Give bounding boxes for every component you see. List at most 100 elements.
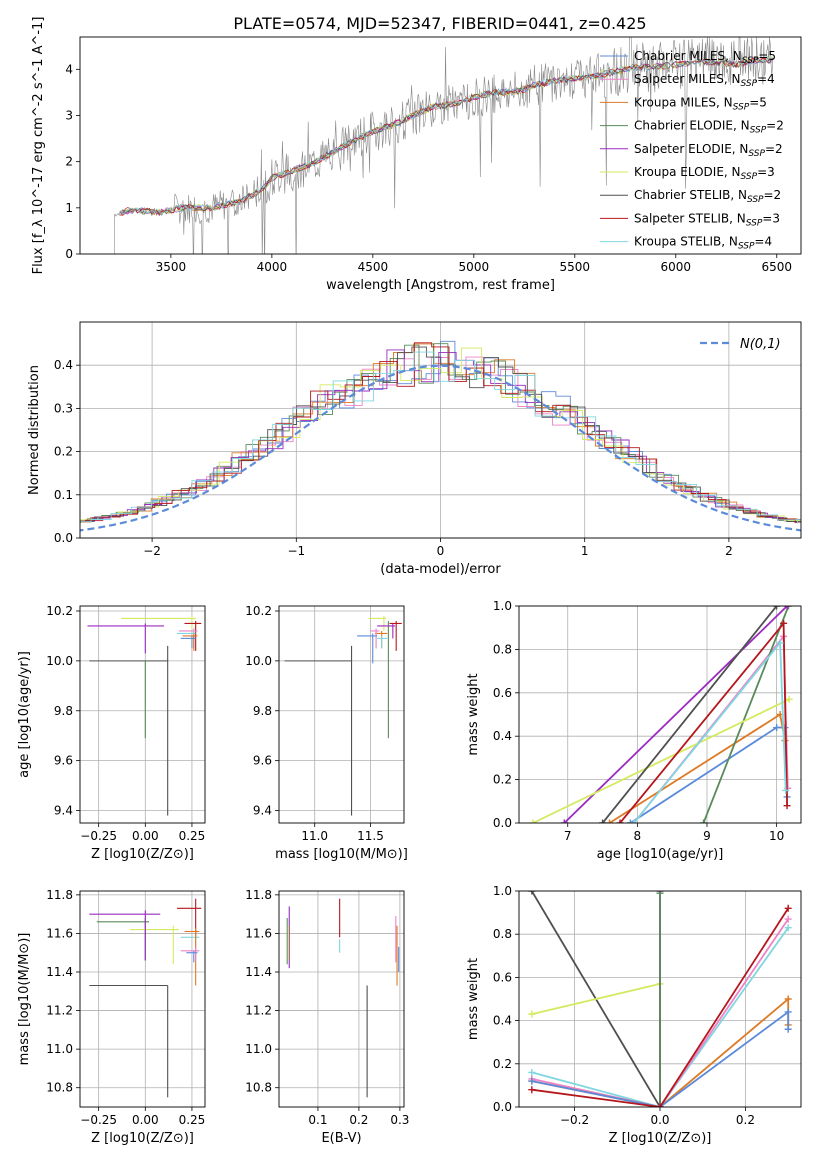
weight-series-line bbox=[531, 918, 789, 1107]
residual-histogram-step bbox=[80, 340, 801, 524]
residual-histogram-step bbox=[80, 349, 801, 522]
y-tick-label: 2 bbox=[65, 155, 73, 169]
x-axis-label: Z [log10(Z/Z⊙)] bbox=[91, 847, 194, 862]
weight-series-line bbox=[531, 1010, 790, 1107]
weight-point-marker bbox=[656, 891, 664, 897]
weight-point-marker bbox=[784, 904, 792, 912]
weight-point-marker bbox=[776, 639, 784, 647]
plot-area bbox=[529, 606, 793, 823]
weight-point-marker bbox=[784, 606, 792, 610]
y-tick-label: 11.6 bbox=[245, 926, 272, 940]
y-tick-label: 0.4 bbox=[54, 358, 73, 372]
x-tick-label: −0.25 bbox=[80, 1113, 117, 1127]
y-axis-label: age [log10(age/yr)] bbox=[17, 651, 32, 778]
y-tick-label: 0.1 bbox=[54, 488, 73, 502]
y-tick-label: 9.6 bbox=[54, 754, 73, 768]
age-vs-metallicity-panel: −0.25 0.00 0.25 9.4 9.6 9.8 10.0 10.2 Z [log10(Z… bbox=[17, 604, 206, 862]
x-axis-label: wavelength [Angstrom, rest frame] bbox=[326, 278, 555, 293]
x-tick-label: 0.00 bbox=[132, 1113, 159, 1127]
axes-frame bbox=[518, 890, 802, 1108]
y-tick-label: 0.4 bbox=[493, 1014, 512, 1028]
legend-entry: Salpeter STELIB, NSSP=3 bbox=[634, 211, 780, 228]
y-tick-label: 9.6 bbox=[253, 754, 272, 768]
x-tick-label: 0.25 bbox=[179, 829, 206, 843]
residual-histogram-step bbox=[80, 356, 801, 524]
x-tick-label: 0.3 bbox=[390, 1113, 409, 1127]
y-axis-label: mass [log10(M/M⊙)] bbox=[17, 933, 32, 1066]
x-tick-label: 9 bbox=[703, 829, 711, 843]
weight-point-marker bbox=[656, 1103, 664, 1107]
plot-area bbox=[87, 615, 202, 816]
plot-area bbox=[284, 615, 402, 816]
y-axis-label: mass weight bbox=[466, 673, 481, 755]
axes-frame bbox=[79, 890, 206, 1108]
y-axis-label: Flux [f_λ 10^-17 erg cm^-2 s^-1 A^-1] bbox=[31, 17, 46, 275]
y-tick-label: 9.4 bbox=[54, 804, 73, 818]
weight-point-marker bbox=[782, 786, 790, 794]
y-tick-label: 0.0 bbox=[54, 531, 73, 545]
legend-entry: Chabrier MILES, NSSP=5 bbox=[634, 49, 776, 66]
observed-spectrum-line bbox=[114, 37, 773, 254]
weight-point-marker bbox=[784, 995, 792, 1003]
x-tick-label: 6000 bbox=[661, 260, 692, 274]
weight-point-marker bbox=[528, 891, 536, 895]
weight-series-line bbox=[619, 620, 788, 823]
y-tick-label: 11.0 bbox=[245, 1042, 272, 1056]
axes-frame bbox=[518, 605, 802, 824]
weight-point-marker bbox=[528, 1086, 536, 1094]
weight-point-marker bbox=[616, 819, 624, 823]
y-tick-label: 0.8 bbox=[493, 642, 512, 656]
weight-point-marker bbox=[780, 619, 788, 627]
weight-point-marker bbox=[784, 915, 792, 923]
x-tick-label: 0 bbox=[437, 544, 445, 558]
weight-point-marker bbox=[785, 695, 793, 703]
residual-histogram-step bbox=[80, 351, 801, 523]
spectrum-panel: 3500 4000 4500 5000 5500 6000 6500 0 1 2 3 4 wavelen… bbox=[31, 17, 802, 293]
y-tick-label: 1 bbox=[65, 201, 73, 215]
y-tick-label: 0.4 bbox=[493, 729, 512, 743]
x-tick-label: 5000 bbox=[459, 260, 490, 274]
x-axis-label: (data-model)/error bbox=[380, 562, 501, 577]
x-axis-label: mass [log10(M/M⊙)] bbox=[275, 847, 408, 862]
legend-entry: Kroupa ELODIE, NSSP=3 bbox=[634, 165, 775, 182]
x-tick-label: 0.2 bbox=[736, 1113, 755, 1127]
y-axis-label: mass weight bbox=[466, 958, 481, 1040]
y-tick-label: 10.0 bbox=[46, 654, 73, 668]
y-tick-label: 10.8 bbox=[46, 1081, 73, 1095]
weight-point-marker bbox=[528, 1077, 536, 1085]
x-tick-label: 0.2 bbox=[349, 1113, 368, 1127]
weight-point-marker bbox=[773, 606, 781, 610]
weight-point-marker bbox=[528, 1068, 536, 1076]
axes-frame bbox=[79, 321, 802, 539]
legend-entry: Salpeter ELODIE, NSSP=2 bbox=[634, 142, 783, 159]
x-tick-label: 1 bbox=[581, 544, 589, 558]
residual-histogram-panel: −2 −1 0 1 2 0.0 0.1 0.2 0.3 0.4 (data-model)/error… bbox=[27, 321, 802, 577]
x-tick-label: 8 bbox=[634, 829, 642, 843]
x-tick-label: 11.5 bbox=[357, 829, 384, 843]
y-tick-label: 1.0 bbox=[493, 884, 512, 898]
weight-series-line bbox=[609, 713, 786, 823]
legend: Chabrier MILES, NSSP=5 Salpeter MILES, NS… bbox=[600, 49, 784, 252]
y-tick-label: 4 bbox=[65, 62, 73, 76]
y-tick-label: 0.6 bbox=[493, 686, 512, 700]
model-spectrum-line bbox=[120, 57, 773, 217]
x-tick-label: 0.00 bbox=[132, 829, 159, 843]
weight-point-marker bbox=[773, 724, 781, 732]
y-tick-label: 0 bbox=[65, 247, 73, 261]
weight-vs-age-panel: 7 8 9 10 0.0 0.2 0.4 0.6 0.8 1.0 age [log10(age/yr… bbox=[466, 599, 802, 862]
plot-area bbox=[286, 898, 400, 1098]
x-axis-label: E(B-V) bbox=[321, 1131, 361, 1146]
legend-entry: Salpeter MILES, NSSP=4 bbox=[634, 72, 775, 89]
y-tick-label: 10.8 bbox=[245, 1081, 272, 1095]
weight-vs-metallicity-panel: −0.2 0.0 0.2 0.0 0.2 0.4 0.6 0.8 1.0 Z [log10(Z/Z… bbox=[466, 884, 802, 1146]
y-tick-label: 11.2 bbox=[46, 1004, 73, 1018]
y-tick-label: 0.0 bbox=[493, 1100, 512, 1114]
plot-area bbox=[80, 340, 801, 532]
weight-point-marker bbox=[700, 819, 708, 823]
x-axis-label: age [log10(age/yr)] bbox=[597, 847, 724, 862]
y-tick-label: 0.2 bbox=[493, 1057, 512, 1071]
weight-point-marker bbox=[606, 819, 614, 823]
age-vs-mass-panel: 11.0 11.5 9.4 9.6 9.8 10.0 10.2 mass [log10(M/M… bbox=[245, 604, 408, 862]
x-tick-label: 4000 bbox=[257, 260, 288, 274]
y-tick-label: 0.3 bbox=[54, 401, 73, 415]
